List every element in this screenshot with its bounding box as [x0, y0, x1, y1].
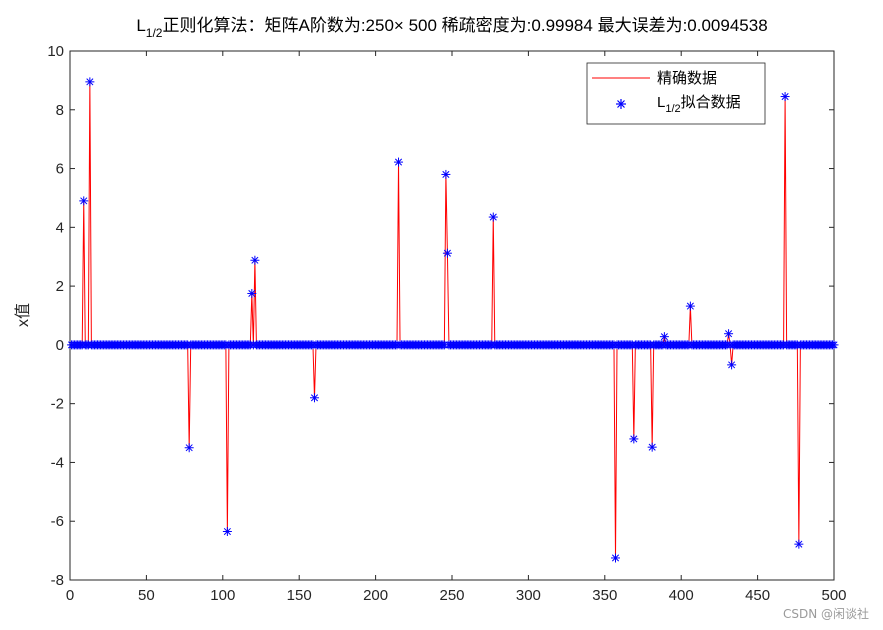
y-tick-label: 0	[56, 337, 64, 354]
legend-fit-l-base: L	[657, 94, 665, 111]
x-tick-label: 350	[592, 587, 617, 604]
title-l-subscript: 1/2	[146, 26, 163, 40]
title-times: ×	[394, 16, 404, 35]
legend: 精确数据 L1/2拟合数据	[586, 62, 766, 125]
fit-marker	[79, 196, 89, 206]
legend-box	[586, 62, 766, 125]
fit-series-markers	[67, 77, 839, 563]
legend-exact-label: 精确数据	[657, 70, 717, 87]
title-text-part2: 500 稀疏密度为:0.99984 最大误差为:0.0094538	[404, 16, 768, 35]
fit-marker	[441, 169, 451, 179]
y-axis-label: x值	[14, 303, 32, 327]
fit-marker	[247, 288, 257, 298]
title-l-base: L	[136, 16, 145, 35]
x-tick-label: 100	[210, 587, 235, 604]
legend-asterisk-icon	[616, 99, 626, 109]
chart-title: L1/2正则化算法：矩阵A阶数为:250× 500 稀疏密度为:0.99984 …	[136, 16, 767, 40]
y-tick-label: -4	[51, 454, 64, 471]
fit-marker	[780, 92, 790, 102]
fit-marker	[222, 527, 232, 537]
fit-marker	[647, 442, 657, 452]
fit-marker	[685, 301, 695, 311]
fit-marker	[442, 248, 452, 258]
fit-marker	[629, 434, 639, 444]
fit-marker	[611, 553, 620, 563]
legend-fit-l-subscript: 1/2	[665, 103, 680, 115]
fit-marker	[85, 77, 95, 87]
plot-area	[69, 50, 835, 581]
x-tick-label: 400	[669, 587, 694, 604]
fit-marker	[488, 212, 498, 222]
fit-marker	[184, 443, 194, 453]
legend-fit-text: 拟合数据	[681, 94, 741, 111]
y-tick-label: -6	[51, 513, 64, 530]
fit-marker	[394, 157, 404, 167]
x-tick-label: 250	[439, 587, 464, 604]
y-tick-label: 6	[56, 161, 64, 178]
y-tick-label: 4	[56, 219, 64, 236]
fit-marker-zero	[829, 340, 839, 350]
x-tick-label: 500	[821, 587, 846, 604]
fit-marker	[727, 360, 737, 370]
x-tick-label: 450	[745, 587, 770, 604]
y-tick-label: 2	[56, 278, 64, 295]
y-tick-label: 8	[56, 102, 64, 119]
watermark: CSDN @闲谈社	[782, 607, 869, 621]
x-tick-label: 50	[138, 587, 155, 604]
x-tick-label: 150	[287, 587, 312, 604]
fit-marker	[724, 329, 734, 339]
legend-fit-label: L1/2拟合数据	[657, 94, 741, 115]
fit-marker	[309, 393, 319, 403]
title-text-part1: 正则化算法：矩阵A阶数为:250	[162, 16, 393, 35]
y-tick-label: -8	[51, 572, 64, 589]
fit-marker	[250, 255, 260, 265]
axis-ticks: 0 50 100 150 200 250 300 350 400 450 500 -8 -6 -4 -2 0 2…	[47, 43, 846, 604]
x-tick-label: 0	[66, 587, 74, 604]
y-tick-label: 10	[47, 43, 64, 60]
x-tick-label: 200	[363, 587, 388, 604]
y-tick-label: -2	[51, 396, 64, 413]
fit-marker	[659, 332, 669, 342]
fit-marker	[794, 539, 804, 549]
x-tick-label: 300	[516, 587, 541, 604]
